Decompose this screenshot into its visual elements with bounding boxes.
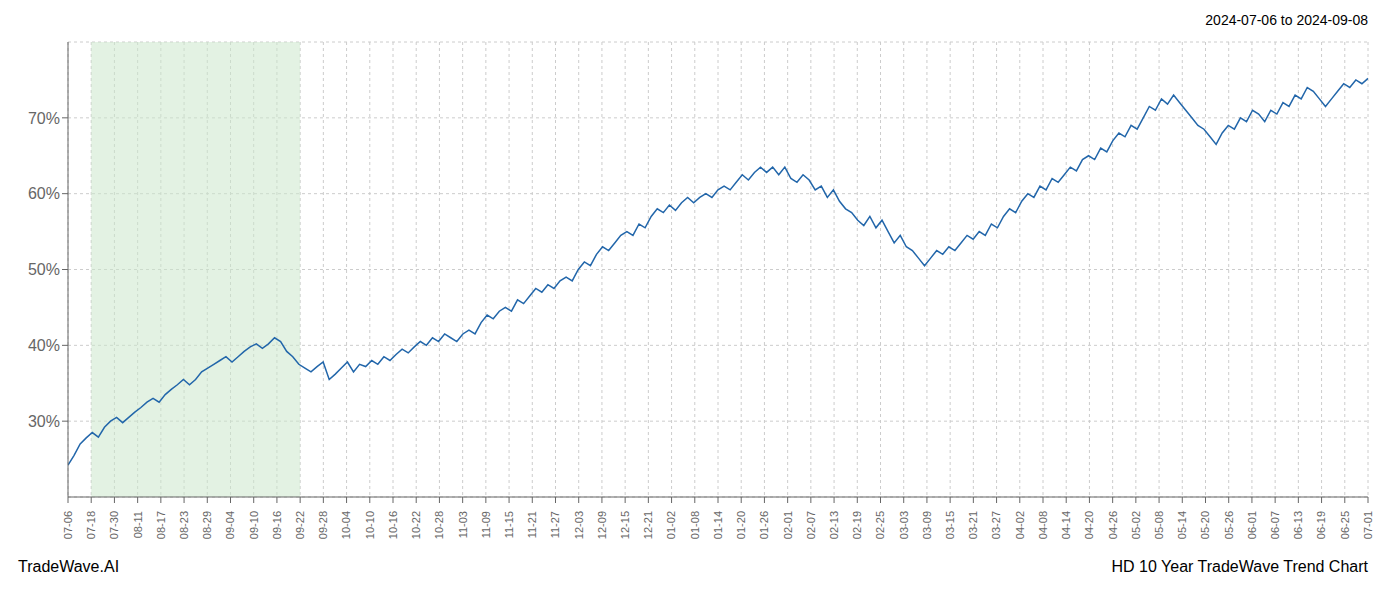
html-text:TradeWave.AI: TradeWave.AI bbox=[18, 558, 120, 575]
svg-text:04-02: 04-02 bbox=[1014, 511, 1026, 539]
svg-text:05-26: 05-26 bbox=[1223, 511, 1235, 539]
svg-text:04-20: 04-20 bbox=[1083, 511, 1095, 539]
svg-text:09-04: 09-04 bbox=[224, 511, 236, 539]
svg-text:12-21: 12-21 bbox=[642, 511, 654, 539]
svg-text:50%: 50% bbox=[28, 261, 60, 278]
svg-text:04-08: 04-08 bbox=[1037, 511, 1049, 539]
svg-text:11-15: 11-15 bbox=[503, 511, 515, 538]
svg-text:03-15: 03-15 bbox=[944, 511, 956, 539]
svg-text:08-29: 08-29 bbox=[201, 511, 213, 539]
svg-text:01-08: 01-08 bbox=[689, 511, 701, 539]
svg-text:09-28: 09-28 bbox=[317, 511, 329, 539]
svg-text:10-10: 10-10 bbox=[364, 511, 376, 539]
svg-text:05-02: 05-02 bbox=[1130, 511, 1142, 539]
svg-text:06-25: 06-25 bbox=[1339, 511, 1351, 539]
svg-text:10-16: 10-16 bbox=[387, 511, 399, 539]
html-text:HD 10 Year TradeWave Trend Cha: HD 10 Year TradeWave Trend Chart bbox=[1111, 558, 1368, 575]
svg-text:10-04: 10-04 bbox=[340, 511, 352, 539]
svg-text:02-19: 02-19 bbox=[851, 511, 863, 539]
svg-text:04-14: 04-14 bbox=[1060, 511, 1072, 539]
svg-text:03-21: 03-21 bbox=[967, 511, 979, 539]
svg-text:03-03: 03-03 bbox=[898, 511, 910, 539]
svg-text:09-10: 09-10 bbox=[248, 511, 260, 539]
svg-text:70%: 70% bbox=[28, 110, 60, 127]
svg-text:06-13: 06-13 bbox=[1292, 511, 1304, 539]
svg-text:08-17: 08-17 bbox=[155, 511, 167, 539]
svg-text:01-20: 01-20 bbox=[735, 511, 747, 539]
svg-text:06-07: 06-07 bbox=[1269, 511, 1281, 539]
svg-text:07-01: 07-01 bbox=[1362, 511, 1374, 539]
svg-text:60%: 60% bbox=[28, 185, 60, 202]
svg-text:09-16: 09-16 bbox=[271, 511, 283, 539]
svg-text:05-20: 05-20 bbox=[1199, 511, 1211, 539]
svg-text:12-03: 12-03 bbox=[573, 511, 585, 539]
html-text:2024-07-06 to 2024-09-08: 2024-07-06 to 2024-09-08 bbox=[1205, 12, 1368, 28]
svg-text:08-11: 08-11 bbox=[131, 511, 143, 538]
svg-text:02-13: 02-13 bbox=[828, 511, 840, 539]
svg-text:10-28: 10-28 bbox=[433, 511, 445, 539]
svg-text:07-06: 07-06 bbox=[62, 511, 74, 539]
svg-text:01-02: 01-02 bbox=[665, 511, 677, 539]
svg-text:12-15: 12-15 bbox=[619, 511, 631, 539]
svg-text:05-08: 05-08 bbox=[1153, 511, 1165, 539]
svg-text:04-26: 04-26 bbox=[1106, 511, 1118, 539]
svg-text:01-14: 01-14 bbox=[712, 511, 724, 539]
svg-text:12-09: 12-09 bbox=[596, 511, 608, 539]
svg-text:07-30: 07-30 bbox=[108, 511, 120, 539]
svg-text:06-01: 06-01 bbox=[1246, 511, 1258, 539]
svg-text:08-23: 08-23 bbox=[178, 511, 190, 539]
svg-text:03-27: 03-27 bbox=[990, 511, 1002, 539]
svg-text:11-21: 11-21 bbox=[526, 511, 538, 538]
svg-text:02-01: 02-01 bbox=[781, 511, 793, 539]
svg-text:01-26: 01-26 bbox=[758, 511, 770, 539]
svg-text:11-09: 11-09 bbox=[480, 511, 492, 538]
svg-text:40%: 40% bbox=[28, 337, 60, 354]
svg-text:02-25: 02-25 bbox=[874, 511, 886, 539]
svg-text:11-27: 11-27 bbox=[549, 511, 561, 538]
svg-text:02-07: 02-07 bbox=[805, 511, 817, 539]
svg-text:07-18: 07-18 bbox=[85, 511, 97, 539]
svg-text:05-14: 05-14 bbox=[1176, 511, 1188, 539]
svg-text:03-09: 03-09 bbox=[921, 511, 933, 539]
svg-text:11-03: 11-03 bbox=[456, 511, 468, 538]
svg-text:09-22: 09-22 bbox=[294, 511, 306, 539]
svg-text:06-19: 06-19 bbox=[1315, 511, 1327, 539]
svg-text:10-22: 10-22 bbox=[410, 511, 422, 539]
svg-text:30%: 30% bbox=[28, 413, 60, 430]
